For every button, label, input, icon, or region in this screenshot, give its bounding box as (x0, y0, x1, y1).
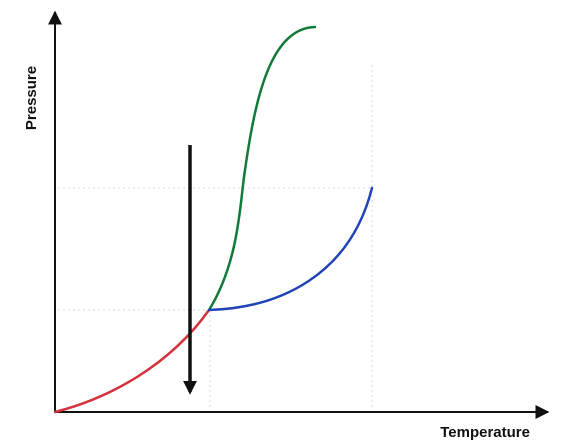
x-axis-label: Temperature (440, 424, 530, 441)
y-axis-label: Pressure (23, 66, 40, 130)
grid-lines (58, 65, 373, 410)
green-curve (207, 25, 317, 312)
red-curve (53, 308, 211, 414)
blue-curve (207, 186, 374, 312)
